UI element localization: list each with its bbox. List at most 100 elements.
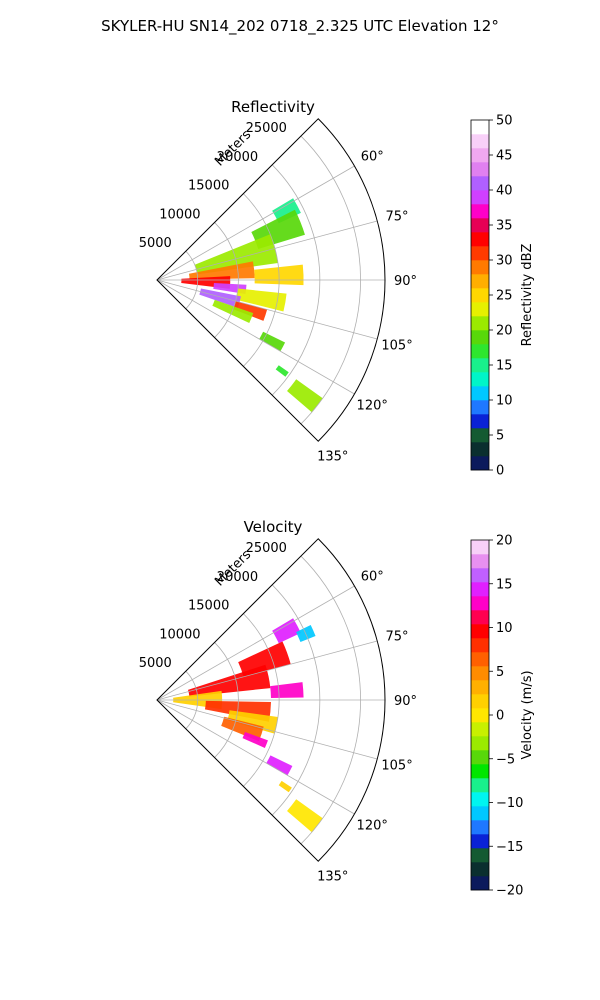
velocity-cell-2 — [238, 641, 291, 677]
reflectivity-colorbar-bin — [471, 358, 489, 373]
reflectivity-radial-tick: 25000 — [246, 121, 287, 136]
velocity-cell-10 — [266, 755, 293, 776]
reflectivity-theta-tick: 105° — [381, 338, 412, 353]
reflectivity-cell-11 — [259, 331, 286, 352]
reflectivity-colorbar-tick: 15 — [496, 359, 513, 374]
velocity-colorbar-tick: −15 — [496, 840, 523, 855]
reflectivity-frame — [156, 118, 386, 442]
velocity-cell-7 — [227, 710, 278, 734]
velocity-colorbar-bin — [471, 624, 489, 639]
velocity-theta-tick: 60° — [361, 570, 384, 585]
velocity-colorbar-label: Velocity (m/s) — [520, 670, 535, 759]
reflectivity-cell-7 — [236, 288, 287, 312]
velocity-title: Velocity — [244, 518, 303, 536]
reflectivity-colorbar-bin — [471, 218, 489, 233]
velocity-theta-tick: 105° — [381, 758, 412, 773]
velocity-colorbar-bin — [471, 596, 489, 611]
velocity-colorbar-bin — [471, 876, 489, 891]
velocity-colorbar-bin — [471, 848, 489, 863]
velocity-grid-spoke — [156, 585, 355, 701]
velocity-colorbar-bin — [471, 750, 489, 765]
reflectivity-colorbar-bin — [471, 232, 489, 247]
reflectivity-colorbar-bin — [471, 386, 489, 401]
reflectivity-colorbar-tick: 25 — [496, 289, 513, 304]
reflectivity-theta-tick: 120° — [357, 398, 388, 413]
velocity-theta-tick: 135° — [317, 870, 348, 885]
velocity-colorbar-bin — [471, 778, 489, 793]
reflectivity-colorbar-bin — [471, 456, 489, 471]
reflectivity-colorbar-tick: 20 — [496, 324, 513, 339]
reflectivity-theta-tick: 90° — [394, 274, 417, 289]
velocity-colorbar-bin — [471, 666, 489, 681]
velocity-colorbar-bin — [471, 834, 489, 849]
velocity-colorbar-tick: −20 — [496, 884, 523, 899]
reflectivity-colorbar-tick: 0 — [496, 464, 504, 479]
velocity-radial-tick: 25000 — [246, 541, 287, 556]
reflectivity-colorbar-tick: 50 — [496, 114, 513, 129]
reflectivity-radial-tick: 10000 — [159, 207, 200, 222]
velocity-cell-9 — [242, 732, 268, 749]
velocity-data — [173, 618, 323, 833]
velocity-cell-4 — [270, 682, 304, 699]
velocity-colorbar-bin — [471, 540, 489, 555]
reflectivity-cell-9 — [233, 301, 268, 321]
reflectivity-colorbar-bin — [471, 302, 489, 317]
velocity-radial-tick: 15000 — [188, 599, 229, 614]
reflectivity-colorbar-label: Reflectivity dBZ — [520, 244, 535, 347]
reflectivity-colorbar-bin — [471, 190, 489, 205]
reflectivity-colorbar-bin — [471, 274, 489, 289]
velocity-colorbar-bin — [471, 610, 489, 625]
velocity-cell-0 — [272, 618, 301, 644]
velocity-colorbar-tick: 5 — [496, 665, 504, 680]
reflectivity-colorbar-bin — [471, 330, 489, 345]
velocity-colorbar-bin — [471, 694, 489, 709]
reflectivity-colorbar-bin — [471, 316, 489, 331]
velocity-colorbar-tick: 10 — [496, 621, 513, 636]
reflectivity-colorbar-tick: 5 — [496, 429, 504, 444]
velocity-colorbar: −20 −15 −10 −5 0 5 10 15 20 Velocity (m/s) — [470, 534, 535, 899]
reflectivity-cell-0 — [272, 198, 301, 224]
velocity-cell-12 — [278, 780, 292, 793]
reflectivity-colorbar-bin — [471, 134, 489, 149]
reflectivity-panel: Reflectivity500010000150002000025000Mete… — [139, 98, 535, 479]
reflectivity-theta-tick: 135° — [317, 450, 348, 465]
velocity-colorbar-bin — [471, 554, 489, 569]
reflectivity-colorbar-bin — [471, 246, 489, 261]
reflectivity-colorbar: 0 5 10 15 20 25 30 35 40 45 50 Reflectivity dBZ — [470, 114, 535, 479]
figure-title: SKYLER-HU SN14_202 0718_2.325 UTC Elevat… — [101, 17, 499, 36]
velocity-colorbar-bin — [471, 736, 489, 751]
velocity-radial-tick: 20000 — [217, 570, 258, 585]
reflectivity-colorbar-tick: 30 — [496, 254, 513, 269]
reflectivity-colorbar-bin — [471, 428, 489, 443]
velocity-colorbar-bin — [471, 722, 489, 737]
reflectivity-theta-tick: 75° — [386, 210, 409, 225]
velocity-grid-spoke — [156, 699, 378, 760]
velocity-colorbar-bin — [471, 806, 489, 821]
reflectivity-grid-spoke — [156, 279, 355, 395]
velocity-grid-spoke — [156, 699, 355, 815]
reflectivity-radial-tick: 20000 — [217, 150, 258, 165]
reflectivity-cell-8 — [199, 288, 241, 308]
reflectivity-radial-tick: 15000 — [188, 179, 229, 194]
reflectivity-colorbar-tick: 40 — [496, 184, 513, 199]
velocity-colorbar-bin — [471, 708, 489, 723]
velocity-colorbar-tick: 20 — [496, 534, 513, 549]
reflectivity-colorbar-bin — [471, 414, 489, 429]
velocity-grid-spoke — [156, 640, 378, 701]
velocity-theta-tick: 90° — [394, 694, 417, 709]
reflectivity-cell-12 — [287, 379, 323, 413]
velocity-colorbar-bin — [471, 792, 489, 807]
velocity-colorbar-bin — [471, 862, 489, 877]
reflectivity-title: Reflectivity — [231, 98, 315, 116]
velocity-colorbar-tick: 0 — [496, 709, 504, 724]
reflectivity-radial-tick: 5000 — [139, 236, 172, 251]
velocity-radial-tick: 5000 — [139, 656, 172, 671]
reflectivity-colorbar-tick: 10 — [496, 394, 513, 409]
velocity-colorbar-bin — [471, 764, 489, 779]
reflectivity-cell-10 — [212, 299, 254, 324]
reflectivity-colorbar-bin — [471, 400, 489, 415]
reflectivity-colorbar-bin — [471, 204, 489, 219]
reflectivity-grid-spoke — [156, 165, 355, 281]
